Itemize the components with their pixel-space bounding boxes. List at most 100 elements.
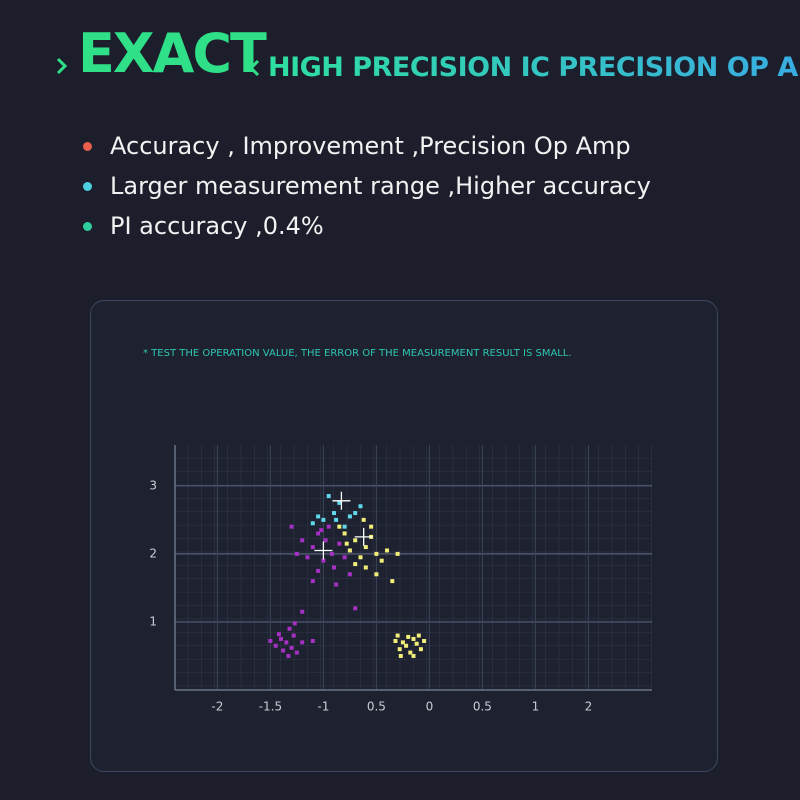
point (408, 650, 413, 655)
point (347, 514, 352, 519)
point (385, 548, 389, 553)
point (286, 653, 291, 658)
x-tick-label: 0 (426, 700, 434, 714)
minor-grid (175, 445, 652, 690)
point (358, 555, 363, 560)
point (310, 545, 315, 550)
point (390, 579, 395, 584)
chevron (56, 57, 68, 75)
point (289, 645, 294, 650)
x-tick-label: 1 (532, 700, 540, 714)
point (305, 555, 310, 560)
point (406, 634, 411, 639)
title: EXACT (78, 22, 267, 85)
point (321, 558, 326, 563)
point (294, 650, 299, 655)
point (342, 555, 347, 560)
point (310, 639, 315, 643)
point (353, 562, 358, 567)
point (300, 609, 305, 614)
point (353, 606, 358, 611)
point (321, 517, 326, 522)
point (316, 568, 321, 573)
point (287, 626, 292, 631)
point (358, 504, 363, 509)
point (347, 548, 352, 553)
point (334, 517, 339, 522)
point (329, 551, 334, 556)
point (411, 636, 416, 641)
point (276, 632, 281, 637)
point (279, 636, 283, 641)
point (344, 541, 349, 546)
point (397, 647, 402, 652)
point (316, 514, 321, 519)
point (353, 538, 358, 543)
point (268, 639, 273, 643)
point (332, 511, 336, 516)
point (300, 640, 305, 645)
bullet-dot (83, 222, 92, 231)
point (337, 524, 342, 529)
point (398, 653, 403, 658)
point (363, 545, 368, 550)
point (342, 531, 347, 536)
bullet-dot (83, 182, 92, 191)
subtitle: HIGH PRECISION IC PRECISION OP AMP (268, 52, 800, 83)
point (361, 517, 366, 522)
bullet-text: PI accuracy ,0.4% (110, 212, 324, 240)
x-tick-label: -2 (211, 700, 223, 714)
point (319, 528, 324, 533)
centroid (354, 527, 373, 546)
point (395, 551, 400, 556)
point (404, 643, 409, 648)
point (294, 551, 299, 556)
point (374, 572, 379, 577)
bullet-text: Larger measurement range ,Higher accurac… (110, 172, 651, 200)
point (393, 639, 398, 643)
point (418, 647, 423, 652)
point (337, 500, 342, 505)
point (281, 648, 286, 653)
point (292, 621, 297, 626)
point (342, 524, 347, 529)
point (369, 524, 374, 529)
point (289, 524, 294, 529)
point (400, 640, 405, 645)
point (326, 494, 331, 499)
point (363, 565, 368, 570)
centroid (332, 491, 351, 510)
point (337, 541, 342, 546)
point (326, 524, 331, 529)
point (310, 579, 315, 584)
point (310, 521, 315, 526)
y-tick-label: 1 (149, 614, 157, 628)
point (300, 538, 305, 543)
x-tick-label: 2 (585, 700, 593, 714)
point (323, 538, 328, 543)
point (332, 565, 336, 570)
point (379, 558, 384, 563)
point (416, 633, 421, 638)
note: * TEST THE OPERATION VALUE, THE ERROR OF… (143, 348, 572, 359)
point (414, 641, 419, 646)
point (411, 653, 416, 658)
point (273, 643, 278, 648)
point (291, 633, 296, 638)
point (347, 572, 352, 577)
y-tick-label: 3 (149, 478, 157, 492)
centroid (314, 541, 333, 560)
x-tick-label: -1.5 (259, 700, 282, 714)
x-tick-label: 0.5 (367, 700, 386, 714)
point (316, 531, 321, 536)
point (334, 582, 339, 587)
chevron (248, 59, 260, 77)
header: EXACT HIGH PRECISION IC PRECISION OP AMP (0, 22, 800, 92)
bullet-dot (83, 142, 92, 151)
x-tick-label: -1 (317, 700, 329, 714)
y-tick-label: 2 (149, 546, 157, 560)
point (422, 639, 427, 643)
bullet-text: Accuracy , Improvement ,Precision Op Amp (110, 132, 631, 160)
